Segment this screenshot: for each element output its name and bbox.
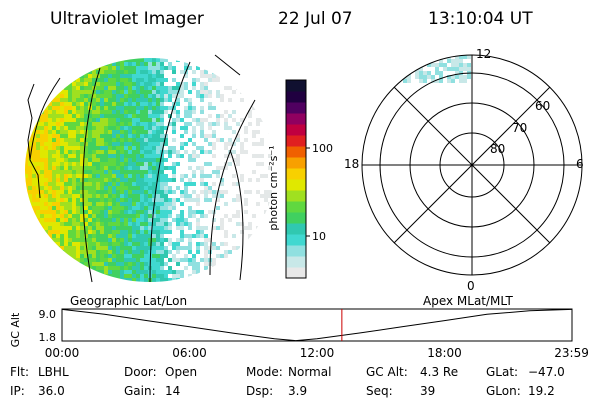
colorbar-cell bbox=[286, 113, 306, 125]
colorbar-tick-label-100: 100 bbox=[312, 142, 333, 155]
footer-key: Gain: bbox=[124, 384, 156, 398]
colorbar-cell bbox=[286, 91, 306, 103]
mlat-label-70: 70 bbox=[512, 121, 527, 135]
footer-key: Door: bbox=[124, 365, 157, 379]
colorbar-cell bbox=[286, 146, 306, 158]
colorbar-cell bbox=[286, 190, 306, 202]
colorbar-unit-label: photon cm⁻²s⁻¹ bbox=[267, 145, 280, 230]
geographic-image bbox=[25, 54, 275, 283]
footer-value: 36.0 bbox=[38, 384, 65, 398]
date-label: 22 Jul 07 bbox=[278, 9, 353, 29]
colorbar-cell bbox=[286, 102, 306, 114]
colorbar-cell bbox=[286, 135, 306, 147]
footer-value: −47.0 bbox=[528, 365, 565, 379]
mlt-label-6: 6 bbox=[576, 157, 584, 171]
footer-value: Open bbox=[165, 365, 197, 379]
timeline-ytick-max: 9.0 bbox=[39, 308, 57, 321]
altitude-timeline: GC Alt 9.0 1.8 00:00 06:00 12:00 18:00 23:59 bbox=[9, 308, 589, 360]
mlat-label-80: 80 bbox=[490, 142, 505, 156]
coastline bbox=[27, 83, 41, 199]
footer-key: GLat: bbox=[486, 365, 518, 379]
timeline-xtick-label: 18:00 bbox=[427, 346, 462, 360]
colorbar-cell bbox=[286, 223, 306, 235]
mlt-label-12: 12 bbox=[476, 47, 491, 61]
timeline-xtick-label: 23:59 bbox=[554, 346, 589, 360]
footer-key: Mode: bbox=[246, 365, 283, 379]
colorbar-cell bbox=[286, 256, 306, 268]
timeline-frame bbox=[61, 308, 573, 342]
geographic-grid-lines bbox=[29, 54, 256, 283]
colorbar-cell bbox=[286, 157, 306, 169]
left-panel-caption: Geographic Lat/Lon bbox=[70, 294, 187, 308]
colorbar-cell bbox=[286, 179, 306, 191]
timeline-ylabel: GC Alt bbox=[9, 312, 22, 347]
altitude-series-line bbox=[61, 308, 572, 342]
polar-emission-patch bbox=[395, 55, 471, 83]
footer-value: Normal bbox=[288, 365, 331, 379]
colorbar-cell bbox=[286, 245, 306, 257]
colorbar-tick-label-10: 10 bbox=[312, 230, 326, 243]
colorbar-frame bbox=[285, 79, 307, 279]
time-label: 13:10:04 UT bbox=[428, 9, 533, 29]
footer-value: LBHL bbox=[38, 365, 69, 379]
timeline-xtick-label: 00:00 bbox=[45, 346, 80, 360]
footer-value: 39 bbox=[420, 384, 435, 398]
colorbar-cell bbox=[286, 234, 306, 246]
footer-value: 4.3 Re bbox=[420, 365, 458, 379]
footer-key: GC Alt: bbox=[366, 365, 408, 379]
colorbar-cell bbox=[286, 267, 306, 279]
footer-value: 14 bbox=[165, 384, 180, 398]
mlt-label-18: 18 bbox=[344, 157, 359, 171]
mlt-label-0: 0 bbox=[467, 279, 475, 293]
status-footer: Flt: LBHL Door: Open Mode: Normal GC Alt: 4.3 R… bbox=[10, 365, 565, 398]
timeline-xtick-label: 06:00 bbox=[172, 346, 207, 360]
right-panel-caption: Apex MLat/MLT bbox=[423, 294, 513, 308]
polar-diagonal-2 bbox=[393, 86, 551, 244]
footer-key: Flt: bbox=[10, 365, 29, 379]
footer-key: GLon: bbox=[486, 384, 521, 398]
colorbar-cell bbox=[286, 201, 306, 213]
colorbar-cell bbox=[286, 168, 306, 180]
colorbar-cell bbox=[286, 124, 306, 136]
colorbar-gradient bbox=[286, 80, 306, 279]
footer-key: Seq: bbox=[366, 384, 393, 398]
footer-value: 3.9 bbox=[288, 384, 307, 398]
timeline-ytick-min: 1.8 bbox=[39, 331, 57, 344]
footer-key: Dsp: bbox=[246, 384, 273, 398]
mlat-label-60: 60 bbox=[535, 99, 550, 113]
colorbar-cell bbox=[286, 80, 306, 92]
footer-key: IP: bbox=[10, 384, 25, 398]
instrument-title: Ultraviolet Imager bbox=[50, 9, 204, 29]
polar-mlt-plot: 12 18 6 0 60 70 80 bbox=[344, 47, 584, 293]
footer-value: 19.2 bbox=[528, 384, 555, 398]
colorbar-cell bbox=[286, 212, 306, 224]
timeline-xtick-label: 12:00 bbox=[300, 346, 335, 360]
colorbar: 100 10 photon cm⁻²s⁻¹ bbox=[267, 79, 333, 279]
